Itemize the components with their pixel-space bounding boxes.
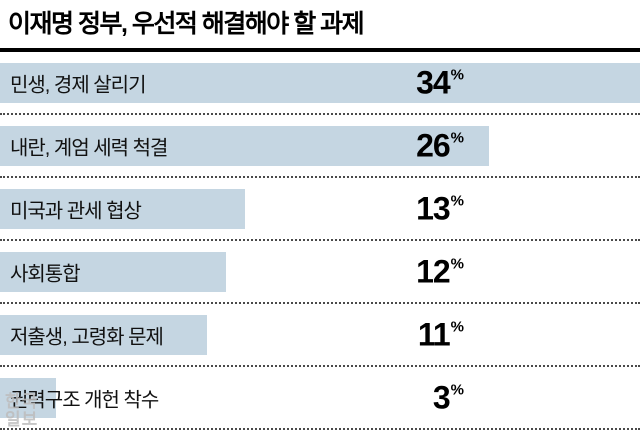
chart-row: 저출생, 고령화 문제 11% [0,304,640,367]
percent-sign: % [450,255,464,272]
percent-sign: % [450,381,464,398]
bar [0,314,208,355]
bar [0,62,640,103]
category-label: 미국과 관세 협상 [10,200,142,222]
category-label: 사회통합 [10,263,81,285]
category-label: 민생, 경제 살리기 [10,74,146,96]
value-number: 3 [432,379,451,415]
bar [0,125,490,166]
hankookilbo-watermark: 한국일보 [5,392,39,429]
value: 12% [416,253,464,290]
value: 26% [416,127,464,164]
chart-row: 미국과 관세 협상 13% [0,178,640,241]
value: 13% [416,190,464,227]
value-number: 12 [416,253,451,289]
chart-rows: 민생, 경제 살리기 34% 내란, 계엄 세력 척결 26% 미국과 관세 협… [0,52,640,430]
percent-sign: % [450,66,464,83]
chart-row: 민생, 경제 살리기 34% [0,52,640,115]
value-number: 26 [416,127,451,163]
value-number: 34 [416,64,451,100]
category-label: 내란, 계엄 세력 척결 [10,137,168,159]
category-label: 권력구조 개헌 착수 [10,389,159,411]
chart-title: 이재명 정부, 우선적 해결해야 할 과제 [8,10,365,38]
bar [0,188,245,229]
bar [0,251,226,292]
chart-header: 이재명 정부, 우선적 해결해야 할 과제 [0,0,640,52]
chart-row: 내란, 계엄 세력 척결 26% [0,115,640,178]
chart-row: 사회통합 12% [0,241,640,304]
percent-sign: % [450,318,464,335]
chart-row: 권력구조 개헌 착수 3% [0,367,640,430]
category-label: 저출생, 고령화 문제 [10,326,164,348]
value: 34% [416,64,464,101]
value-number: 11 [417,316,451,352]
bar [0,377,57,418]
value: 11% [418,316,464,353]
percent-sign: % [450,192,464,209]
percent-sign: % [450,129,464,146]
value-number: 13 [416,190,451,226]
value: 3% [433,379,464,416]
